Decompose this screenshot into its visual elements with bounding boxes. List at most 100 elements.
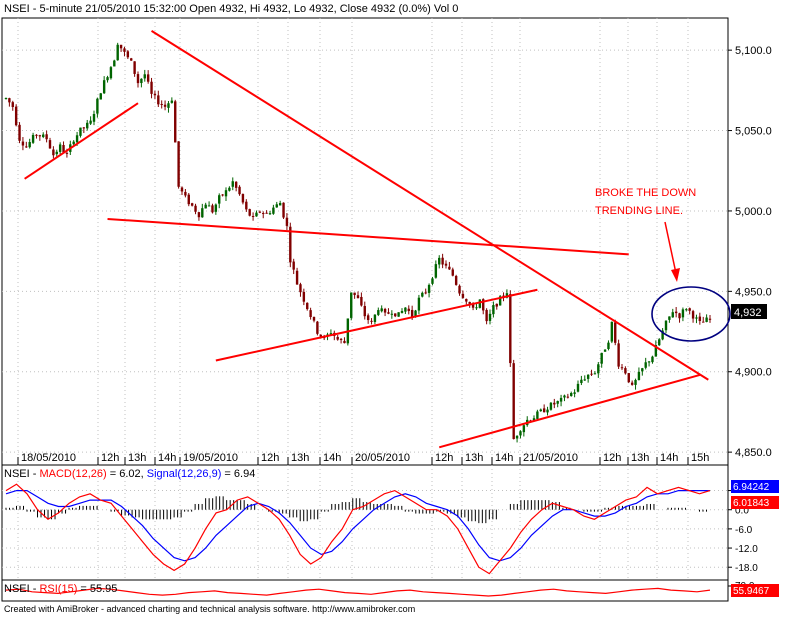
candle-body [197,212,201,218]
xtick-label: 13h [291,452,309,464]
candle-body [444,263,448,266]
candle-body [553,402,556,405]
candle-body [417,297,421,311]
candle-body [448,266,451,270]
candle-body [400,311,404,313]
candle-body [207,205,211,207]
candle-body [495,303,498,307]
candle-body [343,340,346,344]
candle-body [31,134,35,143]
candle-body [245,201,248,210]
candle-body [566,396,570,398]
candle-body [82,127,86,129]
candle-body [150,81,153,94]
candle-body [458,285,461,294]
candle-body [133,61,136,74]
candle-body [319,334,322,337]
candle-body [25,146,28,148]
chart-title: NSEI - 5-minute 21/05/2010 15:32:00 Open… [4,3,459,15]
trendline-support-18-may [24,102,139,180]
candle-body [695,317,698,319]
price-ytick-label: 4,950.0 [735,286,772,298]
candle-body [563,395,566,398]
candle-body [394,313,397,317]
candle-body [79,127,82,136]
candle-body [515,435,519,439]
candle-body [634,379,637,385]
macd-header-prefix: NSEI - [4,468,40,480]
axis-labels: 5,100.0 5,050.0 5,000.0 4,950.0 4,900.0 4,850… [17,45,772,592]
candle-body [241,194,245,203]
candle-body [99,93,102,100]
candle-body [353,292,356,296]
candle-body [18,124,21,141]
candle-body [377,310,380,315]
candle-body [180,187,184,192]
candle-body [238,186,241,195]
candle-body [576,383,580,392]
candle-body [14,106,18,126]
rsi-badge [731,584,779,597]
candle-body [265,212,268,214]
candle-body [685,309,688,311]
macd-header-label: MACD(12,26) [39,468,107,480]
candle-body [190,203,194,206]
candle-body [8,98,11,103]
xtick-label: 12h [435,452,453,464]
candle-body [614,322,617,343]
candle-body [177,141,180,187]
candle-body [214,204,218,212]
candle-body [678,313,681,319]
macd-ytick-label: 0.0 [735,506,749,517]
candle-body [306,302,309,310]
candle-body [119,44,123,49]
candle-body [136,74,140,84]
candle-body [157,95,160,105]
xtick-label: 15h [691,452,709,464]
candle-body [174,101,177,143]
macd-line [5,483,711,575]
candle-body [28,142,31,148]
candle-body [647,361,651,363]
candle-body [251,216,255,218]
rsi-line [5,587,711,597]
candle-body [373,314,377,322]
candle-body [45,134,48,140]
signal-badge-value: 6.94242 [733,482,770,493]
candle-body [130,58,133,61]
candle-body [292,261,295,270]
candle-body [492,305,495,315]
candle-body [302,291,306,302]
candle-body [654,345,658,357]
candle-body [661,330,664,340]
candle-body [671,312,674,318]
price-ytick-label: 5,000.0 [735,206,772,218]
annotation-line2: TRENDING LINE. [595,205,683,217]
candle-body [35,134,38,136]
xtick-label: 13h [465,452,483,464]
candle-body [234,181,238,188]
candle-body [668,316,671,320]
candle-body [705,317,708,322]
candle-body [610,321,614,342]
candle-body [224,190,228,197]
candle-body [187,194,190,205]
candle-body [431,278,434,284]
candle-body [360,296,363,306]
candle-body [421,292,424,297]
candle-body [163,104,167,107]
candle-body [370,320,373,322]
candle-body [482,299,485,311]
xtick-label: 13h [631,452,649,464]
signal-line [5,490,710,562]
candle-body [329,333,333,335]
candle-body [434,264,438,278]
xtick-label: 14h [495,452,513,464]
candle-body [549,402,553,410]
candle-body [397,312,400,317]
candle-body [607,342,610,349]
candle-body [21,141,25,146]
candle-body [38,135,42,137]
